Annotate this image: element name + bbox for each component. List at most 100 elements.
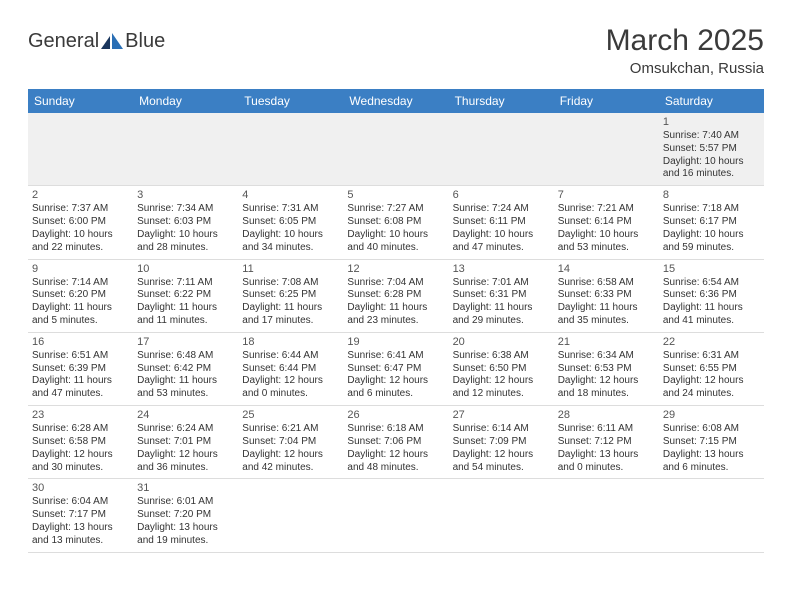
cell-text-line: and 34 minutes.	[242, 242, 339, 255]
cell-text-line: Sunset: 6:44 PM	[242, 363, 339, 376]
day-number: 31	[137, 481, 234, 495]
calendar-cell: 6Sunrise: 7:24 AMSunset: 6:11 PMDaylight…	[449, 186, 554, 258]
cell-text-line: Sunrise: 6:38 AM	[453, 350, 550, 363]
calendar-cell	[343, 113, 448, 185]
day-number: 27	[453, 408, 550, 422]
cell-text-line: Sunset: 6:00 PM	[32, 216, 129, 229]
cell-text-line: and 16 minutes.	[663, 168, 760, 181]
calendar-cell	[343, 479, 448, 551]
day-number: 25	[242, 408, 339, 422]
cell-text-line: Daylight: 11 hours	[137, 375, 234, 388]
weekday-header: Thursday	[449, 89, 554, 113]
calendar-cell: 12Sunrise: 7:04 AMSunset: 6:28 PMDayligh…	[343, 260, 448, 332]
cell-text-line: Sunset: 6:33 PM	[558, 289, 655, 302]
cell-text-line: Sunrise: 7:21 AM	[558, 203, 655, 216]
cell-text-line: Sunset: 7:12 PM	[558, 436, 655, 449]
day-number: 19	[347, 335, 444, 349]
weekday-header: Friday	[554, 89, 659, 113]
day-number: 21	[558, 335, 655, 349]
weekday-header: Sunday	[28, 89, 133, 113]
cell-text-line: Sunrise: 7:27 AM	[347, 203, 444, 216]
cell-text-line: Sunset: 7:09 PM	[453, 436, 550, 449]
calendar-row: 23Sunrise: 6:28 AMSunset: 6:58 PMDayligh…	[28, 406, 764, 479]
logo: General Blue	[28, 24, 165, 53]
cell-text-line: Sunset: 5:57 PM	[663, 143, 760, 156]
cell-text-line: Sunset: 6:47 PM	[347, 363, 444, 376]
cell-text-line: and 41 minutes.	[663, 315, 760, 328]
day-number: 5	[347, 188, 444, 202]
cell-text-line: and 47 minutes.	[453, 242, 550, 255]
calendar-cell	[554, 113, 659, 185]
cell-text-line: Daylight: 11 hours	[137, 302, 234, 315]
day-number: 20	[453, 335, 550, 349]
cell-text-line: and 11 minutes.	[137, 315, 234, 328]
weekday-header: Tuesday	[238, 89, 343, 113]
calendar-cell: 14Sunrise: 6:58 AMSunset: 6:33 PMDayligh…	[554, 260, 659, 332]
calendar-row: 1Sunrise: 7:40 AMSunset: 5:57 PMDaylight…	[28, 113, 764, 186]
calendar-cell: 16Sunrise: 6:51 AMSunset: 6:39 PMDayligh…	[28, 333, 133, 405]
cell-text-line: Sunset: 6:17 PM	[663, 216, 760, 229]
day-number: 1	[663, 115, 760, 129]
cell-text-line: Sunrise: 7:40 AM	[663, 130, 760, 143]
day-number: 23	[32, 408, 129, 422]
cell-text-line: Sunset: 6:58 PM	[32, 436, 129, 449]
day-number: 28	[558, 408, 655, 422]
cell-text-line: Daylight: 12 hours	[347, 449, 444, 462]
calendar-cell: 18Sunrise: 6:44 AMSunset: 6:44 PMDayligh…	[238, 333, 343, 405]
day-number: 15	[663, 262, 760, 276]
day-number: 4	[242, 188, 339, 202]
calendar-row: 9Sunrise: 7:14 AMSunset: 6:20 PMDaylight…	[28, 260, 764, 333]
cell-text-line: Sunrise: 6:44 AM	[242, 350, 339, 363]
cell-text-line: Sunset: 6:53 PM	[558, 363, 655, 376]
calendar-cell: 4Sunrise: 7:31 AMSunset: 6:05 PMDaylight…	[238, 186, 343, 258]
cell-text-line: and 17 minutes.	[242, 315, 339, 328]
cell-text-line: and 48 minutes.	[347, 462, 444, 475]
cell-text-line: Daylight: 10 hours	[347, 229, 444, 242]
day-number: 13	[453, 262, 550, 276]
calendar-cell: 8Sunrise: 7:18 AMSunset: 6:17 PMDaylight…	[659, 186, 764, 258]
cell-text-line: Sunrise: 7:31 AM	[242, 203, 339, 216]
cell-text-line: and 12 minutes.	[453, 388, 550, 401]
calendar-cell: 31Sunrise: 6:01 AMSunset: 7:20 PMDayligh…	[133, 479, 238, 551]
calendar-cell: 27Sunrise: 6:14 AMSunset: 7:09 PMDayligh…	[449, 406, 554, 478]
calendar-cell	[28, 113, 133, 185]
logo-text-2: Blue	[125, 30, 165, 53]
cell-text-line: Sunrise: 6:18 AM	[347, 423, 444, 436]
logo-text-1: General	[28, 30, 99, 53]
calendar-cell: 10Sunrise: 7:11 AMSunset: 6:22 PMDayligh…	[133, 260, 238, 332]
cell-text-line: Daylight: 12 hours	[453, 375, 550, 388]
cell-text-line: Sunset: 7:20 PM	[137, 509, 234, 522]
cell-text-line: Daylight: 11 hours	[558, 302, 655, 315]
cell-text-line: Sunset: 6:11 PM	[453, 216, 550, 229]
cell-text-line: Sunset: 6:22 PM	[137, 289, 234, 302]
calendar-cell: 13Sunrise: 7:01 AMSunset: 6:31 PMDayligh…	[449, 260, 554, 332]
cell-text-line: Sunset: 7:01 PM	[137, 436, 234, 449]
cell-text-line: Sunset: 7:17 PM	[32, 509, 129, 522]
day-number: 7	[558, 188, 655, 202]
cell-text-line: Daylight: 12 hours	[453, 449, 550, 462]
day-number: 14	[558, 262, 655, 276]
cell-text-line: and 24 minutes.	[663, 388, 760, 401]
calendar-cell: 25Sunrise: 6:21 AMSunset: 7:04 PMDayligh…	[238, 406, 343, 478]
cell-text-line: Sunrise: 6:34 AM	[558, 350, 655, 363]
cell-text-line: Sunrise: 6:21 AM	[242, 423, 339, 436]
cell-text-line: Daylight: 10 hours	[663, 229, 760, 242]
calendar-cell: 21Sunrise: 6:34 AMSunset: 6:53 PMDayligh…	[554, 333, 659, 405]
cell-text-line: Sunrise: 6:48 AM	[137, 350, 234, 363]
calendar-cell: 22Sunrise: 6:31 AMSunset: 6:55 PMDayligh…	[659, 333, 764, 405]
cell-text-line: Sunrise: 6:41 AM	[347, 350, 444, 363]
cell-text-line: and 18 minutes.	[558, 388, 655, 401]
cell-text-line: and 53 minutes.	[137, 388, 234, 401]
cell-text-line: Sunrise: 7:01 AM	[453, 277, 550, 290]
cell-text-line: Sunrise: 6:31 AM	[663, 350, 760, 363]
month-title: March 2025	[606, 24, 764, 58]
cell-text-line: Daylight: 10 hours	[32, 229, 129, 242]
cell-text-line: Sunset: 6:36 PM	[663, 289, 760, 302]
cell-text-line: Sunrise: 7:11 AM	[137, 277, 234, 290]
cell-text-line: and 54 minutes.	[453, 462, 550, 475]
calendar-cell: 23Sunrise: 6:28 AMSunset: 6:58 PMDayligh…	[28, 406, 133, 478]
calendar-row: 16Sunrise: 6:51 AMSunset: 6:39 PMDayligh…	[28, 333, 764, 406]
cell-text-line: Sunrise: 6:01 AM	[137, 496, 234, 509]
cell-text-line: Sunrise: 6:58 AM	[558, 277, 655, 290]
cell-text-line: Sunrise: 7:14 AM	[32, 277, 129, 290]
